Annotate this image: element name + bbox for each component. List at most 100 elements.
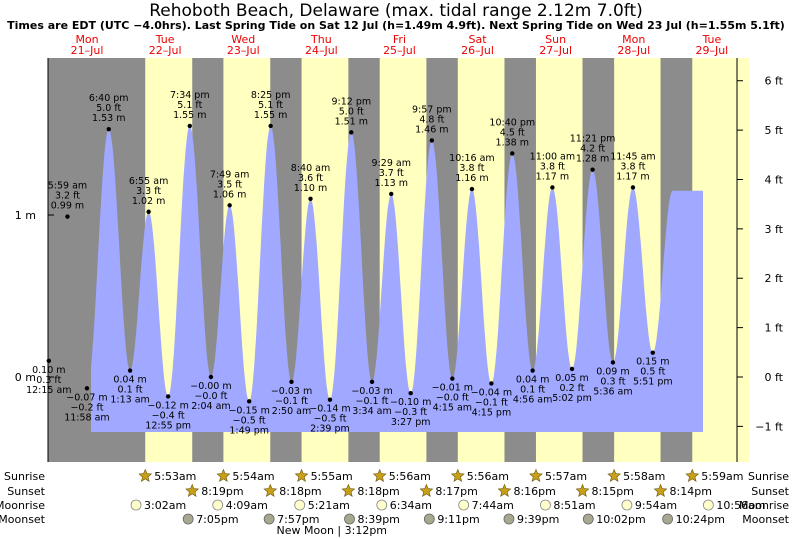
low-tide-label: 12:15 am — [26, 385, 71, 396]
day-date-label: 25–Jul — [383, 44, 416, 57]
sunrise-time: 5:56am — [467, 470, 509, 483]
right-axis-label: 5 ft — [765, 124, 784, 137]
sunrise-time: 5:53am — [154, 470, 196, 483]
tide-point — [530, 368, 535, 373]
low-tide-label: 3:34 am — [352, 406, 391, 417]
high-tide-label: 11:45 am — [610, 151, 655, 162]
day-date-label: 23–Jul — [227, 44, 260, 57]
high-tide-label: 3.6 ft — [298, 173, 323, 184]
sunrise-icon — [450, 468, 465, 482]
low-tide-label: 4:15 am — [433, 403, 472, 414]
moonrise-time: 9:54am — [635, 499, 677, 512]
sunset-time: 8:18pm — [357, 485, 399, 498]
left-axis-label: 1 m — [15, 209, 36, 222]
high-tide-label: 7:34 pm — [170, 90, 210, 101]
moonset-icon — [344, 513, 355, 525]
sunset-icon — [497, 483, 512, 497]
low-tide-label: 0.15 m — [636, 357, 669, 368]
tide-point — [227, 203, 232, 208]
tide-point — [106, 126, 111, 132]
low-tide-label: 4:15 pm — [472, 407, 512, 418]
high-tide-label: 1.17 m — [616, 171, 649, 182]
day-name-label: Mon — [622, 33, 645, 46]
high-tide-label: 1.46 m — [415, 124, 448, 135]
tide-point — [450, 376, 455, 381]
high-tide-label: 3.8 ft — [540, 161, 565, 172]
sunrise-icon — [372, 468, 387, 482]
tide-area — [91, 125, 703, 433]
high-tide-label: 1.17 m — [536, 171, 569, 182]
high-tide-label: 1.53 m — [92, 113, 125, 124]
day-labels: Mon21–JulTue22–JulWed23–JulThu24–JulFri2… — [71, 33, 729, 57]
sunrise-icon — [294, 468, 309, 482]
sunset-icon — [653, 483, 668, 497]
right-axis-label: 4 ft — [765, 173, 784, 186]
tide-point — [489, 381, 494, 386]
moonrise-time: 4:09am — [226, 499, 268, 512]
high-tide-label: 9:12 pm — [331, 96, 371, 107]
high-tide-label: 1.38 m — [496, 137, 529, 148]
low-tide-label: 0.5 ft — [640, 367, 665, 378]
low-tide-label: 0.3 ft — [600, 376, 625, 387]
moonrise-time: 6:34am — [390, 499, 432, 512]
moonrise-icon — [212, 499, 224, 511]
day-name-label: Tue — [701, 33, 721, 46]
tide-point — [208, 374, 214, 380]
low-tide-label: 2:39 pm — [310, 424, 350, 435]
row-label-right: Moonrise — [739, 499, 789, 512]
tide-point — [610, 360, 616, 365]
row-label-right: Moonset — [742, 513, 789, 526]
low-tide-label: −0.12 m — [147, 400, 188, 411]
moonrise-time: 10:56am — [716, 499, 765, 512]
low-tide-label: −0.5 ft — [313, 414, 346, 425]
row-label-right: Sunset — [751, 485, 789, 498]
moonset-icon — [662, 513, 673, 525]
high-tide-label: 11:00 am — [530, 151, 575, 162]
tide-point — [187, 123, 192, 129]
tide-point — [429, 138, 435, 143]
high-tide-label: 1.55 m — [173, 110, 206, 121]
chart-subtitle: Times are EDT (UTC −4.0hrs). Last Spring… — [7, 19, 785, 32]
high-tide-label: 8:25 pm — [251, 90, 291, 101]
tide-point — [408, 391, 413, 396]
high-tide-label: 6:40 pm — [89, 93, 129, 104]
low-tide-label: −0.0 ft — [194, 391, 227, 402]
low-tide-label: −0.07 m — [66, 392, 107, 403]
high-tide-label: 11:21 pm — [570, 134, 616, 145]
high-tide-label: 9:57 pm — [412, 104, 452, 115]
right-axis-strip — [737, 58, 749, 462]
low-tide-label: 0.09 m — [596, 366, 629, 377]
high-tide-label: 3.3 ft — [136, 186, 161, 197]
moonrise-time: 8:51am — [553, 499, 595, 512]
sunset-icon — [185, 483, 200, 497]
tide-point — [389, 191, 394, 197]
sunset-time: 8:16pm — [513, 485, 555, 498]
low-tide-label: −0.04 m — [471, 387, 512, 398]
day-name-label: Wed — [231, 33, 255, 46]
moonset-icon — [263, 513, 275, 525]
tide-point — [127, 368, 133, 373]
tide-curve — [91, 125, 703, 433]
day-date-label: 26–Jul — [461, 44, 494, 57]
sunrise-time: 5:55am — [311, 470, 353, 483]
low-tide-label: −0.2 ft — [70, 402, 103, 413]
grid-lines — [48, 214, 54, 378]
sunrise-time: 5:57am — [545, 470, 587, 483]
low-tide-label: 0.10 m — [32, 365, 65, 376]
right-axis-label: 6 ft — [765, 75, 784, 88]
tide-point — [369, 379, 375, 385]
moonrise-time: 3:02am — [144, 499, 186, 512]
row-label-left: Sunrise — [4, 470, 45, 483]
tide-point — [268, 123, 273, 129]
sunset-icon — [263, 483, 278, 497]
low-tide-label: −0.14 m — [309, 404, 350, 415]
high-tide-label: 4.5 ft — [500, 127, 525, 138]
low-tide-label: −0.5 ft — [233, 415, 266, 426]
tide-point — [65, 214, 70, 219]
low-tide-label: −0.1 ft — [475, 397, 508, 408]
high-tide-label: 3.2 ft — [55, 191, 80, 202]
high-tide-label: 1.10 m — [294, 183, 327, 194]
high-tide-label: 8:40 am — [291, 163, 330, 174]
sunrise-icon — [607, 468, 622, 482]
